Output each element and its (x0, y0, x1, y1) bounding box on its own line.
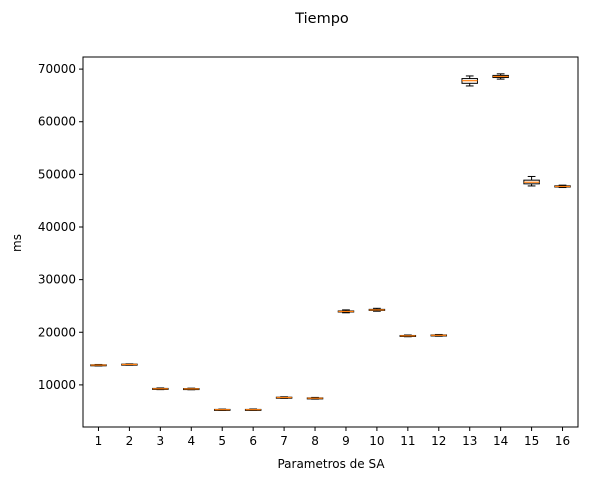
x-tick-label: 7 (280, 434, 288, 448)
box-3 (152, 387, 169, 391)
y-axis-label: ms (10, 234, 24, 252)
y-axis-ticks: 10000 20000 30000 40000 50000 60000 70000 (38, 62, 83, 392)
y-tick-label: 50000 (38, 167, 76, 181)
x-tick-label: 13 (462, 434, 477, 448)
x-axis-label: Parametros de SA (277, 457, 385, 471)
box-7 (275, 396, 293, 399)
x-tick-label: 16 (555, 434, 570, 448)
x-tick-label: 8 (311, 434, 319, 448)
box-14 (492, 73, 509, 80)
x-tick-label: 1 (95, 434, 103, 448)
x-tick-label: 3 (157, 434, 165, 448)
y-tick-label: 20000 (38, 325, 76, 339)
box-11 (399, 334, 417, 338)
box-10 (368, 307, 386, 312)
x-axis-ticks: 1 2 3 4 5 6 7 8 9 10 11 12 13 14 15 16 (95, 427, 570, 448)
y-tick-label: 40000 (38, 220, 76, 234)
box-2 (121, 363, 138, 366)
plot-area-frame (82, 56, 579, 428)
box-6 (244, 408, 262, 411)
x-tick-label: 9 (342, 434, 350, 448)
box-13 (461, 75, 478, 87)
y-tick-label: 60000 (38, 115, 76, 129)
x-tick-label: 6 (249, 434, 257, 448)
y-tick-label: 10000 (38, 378, 76, 392)
x-tick-label: 11 (400, 434, 415, 448)
box-1 (90, 363, 107, 367)
box-8 (306, 396, 324, 400)
x-tick-label: 4 (187, 434, 195, 448)
x-tick-label: 14 (493, 434, 508, 448)
box-12 (430, 333, 448, 337)
y-tick-label: 70000 (38, 62, 76, 76)
box-15 (523, 175, 540, 187)
x-tick-label: 5 (218, 434, 226, 448)
x-tick-label: 15 (524, 434, 539, 448)
x-tick-label: 12 (431, 434, 446, 448)
box-5 (213, 408, 231, 411)
x-tick-label: 2 (126, 434, 134, 448)
x-tick-label: 10 (369, 434, 384, 448)
box-16 (554, 184, 571, 189)
box-9 (337, 309, 355, 314)
y-tick-label: 30000 (38, 273, 76, 287)
plot-content (90, 73, 571, 411)
chart-title: Tiempo (294, 11, 349, 27)
box-4 (183, 387, 200, 391)
